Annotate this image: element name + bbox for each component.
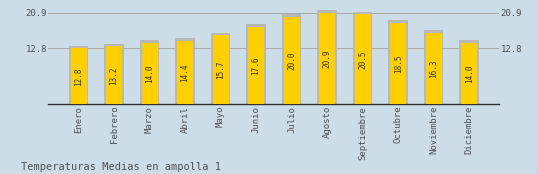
- Bar: [106, 46, 122, 104]
- Text: 18.5: 18.5: [394, 54, 403, 73]
- Bar: [424, 30, 444, 104]
- Text: 20.0: 20.0: [287, 51, 296, 70]
- Text: 15.7: 15.7: [216, 61, 225, 79]
- Text: 12.8: 12.8: [74, 67, 83, 86]
- Text: 14.0: 14.0: [465, 64, 474, 83]
- Bar: [213, 35, 229, 104]
- Bar: [388, 21, 408, 104]
- Bar: [211, 33, 230, 104]
- Bar: [246, 24, 266, 104]
- Bar: [353, 12, 372, 104]
- Bar: [69, 46, 89, 104]
- Bar: [140, 40, 159, 104]
- Text: 14.0: 14.0: [145, 64, 154, 83]
- Bar: [284, 17, 300, 104]
- Text: 16.3: 16.3: [429, 59, 438, 78]
- Bar: [70, 48, 86, 104]
- Bar: [104, 44, 124, 104]
- Bar: [319, 13, 335, 104]
- Bar: [142, 43, 157, 104]
- Bar: [177, 41, 193, 104]
- Text: Temperaturas Medias en ampolla 1: Temperaturas Medias en ampolla 1: [21, 162, 221, 172]
- Bar: [426, 33, 441, 104]
- Bar: [459, 40, 479, 104]
- Bar: [461, 43, 477, 104]
- Bar: [317, 10, 337, 104]
- Bar: [390, 23, 406, 104]
- Text: 14.4: 14.4: [180, 64, 190, 82]
- Text: 13.2: 13.2: [110, 66, 119, 85]
- Bar: [282, 14, 301, 104]
- Bar: [248, 27, 264, 104]
- Text: 20.5: 20.5: [358, 50, 367, 69]
- Bar: [176, 38, 195, 104]
- Text: 17.6: 17.6: [252, 57, 260, 75]
- Bar: [354, 14, 371, 104]
- Text: 20.9: 20.9: [323, 49, 332, 68]
